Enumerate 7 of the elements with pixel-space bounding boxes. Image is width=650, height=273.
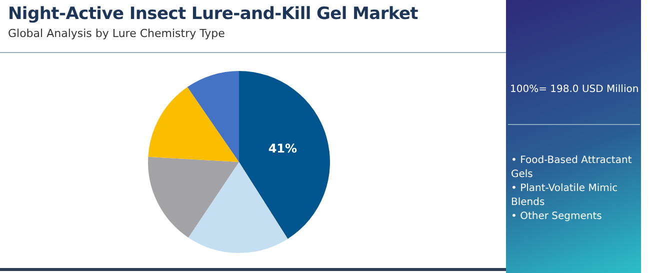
text: • Plant-Volatile Mimic Blends [511, 182, 619, 210]
text: • Food-Based Attractant Gels [511, 154, 633, 182]
text: 100%= 198.0 USD Million [510, 84, 640, 95]
text: • Other Segments [511, 210, 603, 224]
chart-subtitle: Global Analysis by Lure Chemistry Type [8, 27, 225, 40]
data-label: 41% [268, 141, 298, 156]
chart-title: Night-Active Insect Lure-and-Kill Gel Market [8, 4, 418, 24]
